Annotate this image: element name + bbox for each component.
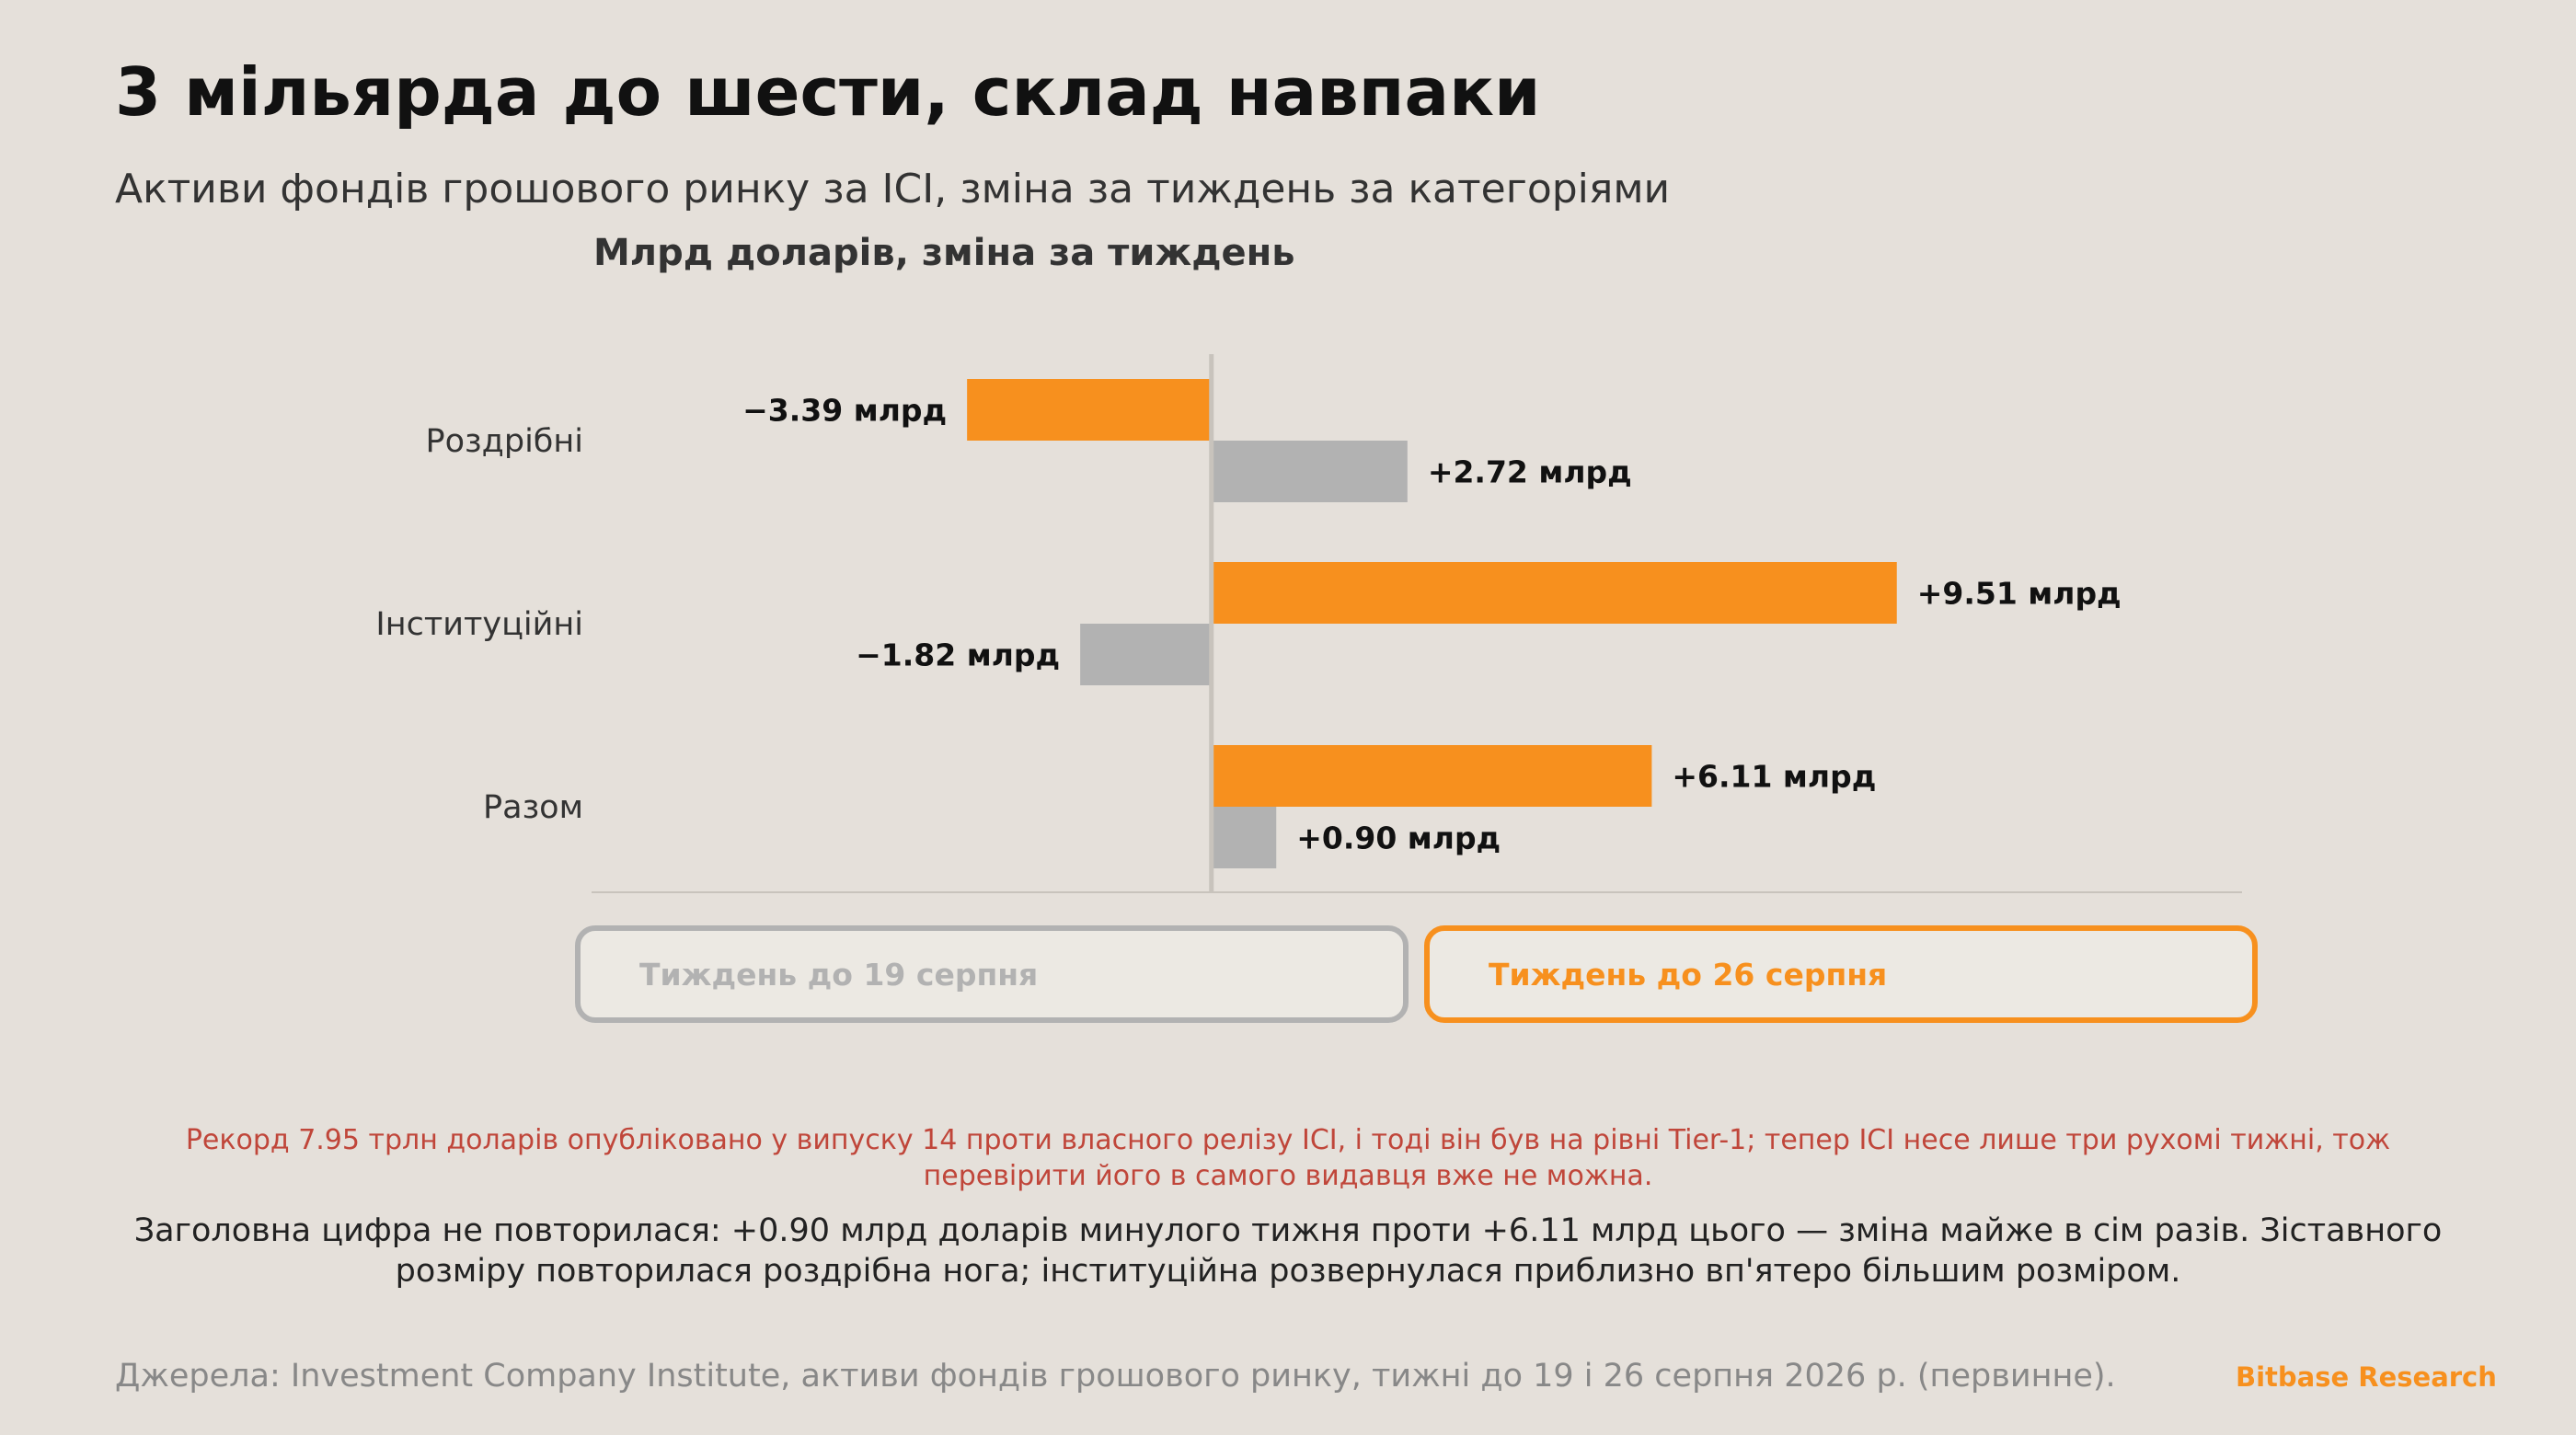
editorial-note: Рекорд 7.95 трлн доларів опубліковано у …	[185, 1124, 2391, 1192]
chart-subtitle: Активи фондів грошового ринку за ICI, зм…	[115, 166, 1671, 212]
category-labels-group: Роздрібні Інституційні Разом	[375, 423, 583, 826]
legend-item-prior-week[interactable]: Тиждень до 19 серпня	[575, 925, 1409, 1023]
category-label: Разом	[483, 789, 583, 826]
data-label: −3.39 млрд	[742, 393, 947, 429]
axis-unit-label: Млрд доларів, зміна за тиждень	[593, 232, 1295, 274]
data-label: +0.90 млрд	[1296, 821, 1501, 856]
brand-logo-text: Bitbase Research	[2236, 1361, 2497, 1393]
category-label: Інституційні	[375, 606, 583, 643]
summary-text: Заголовна цифра не повторилася: +0.90 мл…	[133, 1212, 2443, 1290]
source-line: Джерела: Investment Company Institute, а…	[115, 1358, 2116, 1395]
bar	[1211, 562, 1897, 624]
bar	[1211, 441, 1408, 502]
data-label: +2.72 млрд	[1428, 454, 1632, 490]
legend-label-prior-week: Тиждень до 19 серпня	[639, 956, 1039, 993]
data-label: −1.82 млрд	[856, 637, 1060, 673]
data-label: +6.11 млрд	[1672, 759, 1876, 795]
bar-chart: Роздрібні Інституційні Разом −3.39 млрд +2.…	[375, 354, 2242, 893]
category-label: Роздрібні	[426, 423, 583, 460]
legend-label-current-week: Тиждень до 26 серпня	[1489, 956, 1888, 993]
bar	[1211, 807, 1277, 868]
bar	[1080, 624, 1212, 685]
value-labels-group: −3.39 млрд +2.72 млрд +9.51 млрд −1.82 млрд…	[742, 393, 2122, 856]
bars-group	[967, 379, 1897, 868]
bar	[1211, 745, 1652, 807]
legend-item-current-week[interactable]: Тиждень до 26 серпня	[1424, 925, 2258, 1023]
bar	[967, 379, 1212, 441]
chart-title: 3 мільярда до шести, склад навпаки	[115, 53, 1541, 131]
data-label: +9.51 млрд	[1917, 576, 2122, 612]
